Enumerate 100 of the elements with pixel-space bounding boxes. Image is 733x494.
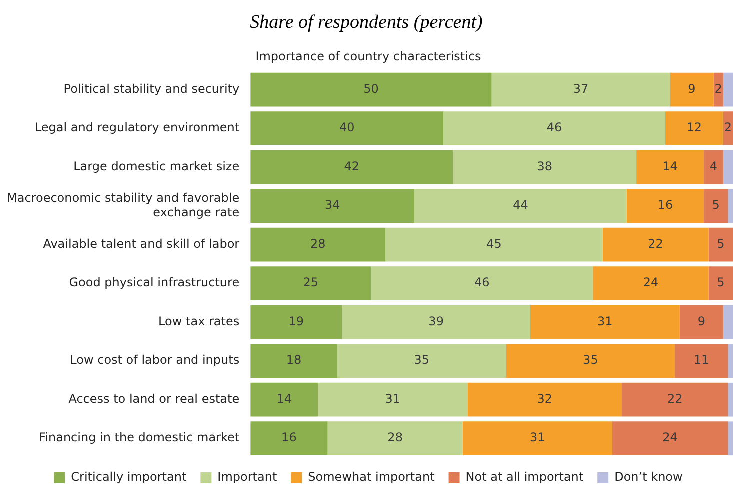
bar bbox=[250, 305, 342, 340]
bar bbox=[602, 228, 709, 262]
data-label: 40 bbox=[339, 120, 355, 135]
data-label: 16 bbox=[282, 430, 297, 445]
y-tick-label: Legal and regulatory environment bbox=[34, 120, 240, 135]
chart-title: Share of respondents (percent) bbox=[249, 11, 484, 35]
bar bbox=[492, 72, 670, 107]
data-label: 31 bbox=[530, 430, 546, 445]
y-tick-label: Political stability and security bbox=[64, 82, 240, 96]
bar bbox=[250, 150, 454, 184]
bar bbox=[622, 382, 728, 417]
bar bbox=[453, 150, 637, 184]
data-label: 50 bbox=[364, 82, 379, 96]
bar bbox=[250, 344, 338, 378]
bar bbox=[636, 150, 704, 184]
data-label: 42 bbox=[344, 159, 360, 174]
bar bbox=[593, 266, 709, 301]
data-label: 24 bbox=[662, 430, 678, 445]
bar bbox=[444, 112, 666, 146]
bar bbox=[250, 112, 444, 146]
bar bbox=[708, 266, 733, 301]
bar bbox=[728, 382, 733, 417]
data-label: 39 bbox=[428, 314, 444, 328]
data-label: 44 bbox=[513, 198, 528, 212]
data-label: 11 bbox=[694, 353, 710, 368]
y-tick-label: Low cost of labor and inputs bbox=[70, 353, 240, 368]
bar bbox=[328, 422, 463, 456]
y-tick-label: Access to land or real estate bbox=[68, 392, 240, 406]
data-label: 34 bbox=[324, 198, 340, 212]
data-label: 46 bbox=[474, 276, 490, 290]
data-label: 2 bbox=[724, 120, 732, 135]
data-label: 5 bbox=[717, 236, 725, 251]
data-label: 14 bbox=[662, 159, 678, 174]
bar bbox=[414, 189, 627, 223]
bar bbox=[680, 305, 724, 340]
data-label: 9 bbox=[688, 82, 696, 96]
bar bbox=[612, 422, 728, 456]
bar bbox=[670, 72, 714, 107]
data-label: 24 bbox=[643, 276, 659, 290]
bar bbox=[250, 422, 328, 456]
y-tick-label: Macroeconomic stability and favorable exchange rate bbox=[6, 190, 240, 220]
y-tick-label: Good physical infrastructure bbox=[69, 276, 240, 290]
data-label: 37 bbox=[573, 82, 589, 96]
bar bbox=[626, 189, 704, 223]
bar bbox=[342, 305, 530, 340]
bar bbox=[250, 72, 492, 107]
y-tick-label: Financing in the domestic market bbox=[39, 430, 240, 445]
data-label: 14 bbox=[276, 392, 292, 406]
legend-label: Somewhat important bbox=[308, 470, 436, 484]
bar bbox=[728, 189, 733, 223]
bar bbox=[723, 112, 733, 146]
bar bbox=[250, 228, 386, 262]
bar bbox=[250, 189, 415, 223]
bar bbox=[665, 112, 724, 146]
data-label: 9 bbox=[698, 314, 706, 328]
data-label: 16 bbox=[658, 198, 674, 212]
data-label: 4 bbox=[710, 159, 718, 174]
legend-label: Important bbox=[218, 470, 278, 484]
bar bbox=[728, 422, 733, 456]
data-label: 31 bbox=[385, 392, 401, 406]
data-label: 5 bbox=[717, 276, 725, 290]
bar bbox=[728, 344, 733, 378]
data-label: 22 bbox=[648, 236, 664, 251]
data-label: 25 bbox=[303, 276, 319, 290]
legend-label: Not at all important bbox=[466, 470, 584, 484]
data-label: 35 bbox=[583, 353, 598, 368]
bar bbox=[462, 422, 612, 456]
data-label: 28 bbox=[310, 236, 326, 251]
legend-label: Critically important bbox=[71, 470, 187, 484]
bar bbox=[530, 305, 680, 340]
chart-subtitle: Importance of country characteristics bbox=[256, 49, 482, 64]
data-label: 12 bbox=[686, 120, 702, 135]
data-label: 35 bbox=[414, 353, 430, 368]
bar bbox=[723, 150, 733, 184]
data-label: 5 bbox=[712, 198, 720, 212]
data-label: 46 bbox=[546, 120, 562, 135]
bar bbox=[337, 344, 506, 378]
bar bbox=[723, 72, 733, 107]
data-label: 2 bbox=[714, 82, 722, 96]
bar bbox=[250, 382, 318, 417]
data-label: 22 bbox=[667, 392, 683, 406]
y-tick-label: Large domestic market size bbox=[74, 159, 240, 174]
bar bbox=[250, 266, 372, 301]
bar bbox=[708, 228, 733, 262]
bar bbox=[714, 72, 724, 107]
bar bbox=[723, 305, 733, 340]
data-label: 19 bbox=[288, 314, 304, 328]
data-label: 31 bbox=[598, 314, 613, 328]
y-tick-label: Low tax rates bbox=[158, 314, 240, 328]
bar bbox=[704, 150, 724, 184]
legend-label: Don’t know bbox=[614, 470, 684, 484]
data-label: 28 bbox=[388, 430, 403, 445]
bar bbox=[506, 344, 676, 378]
bar bbox=[386, 228, 603, 262]
data-label: 32 bbox=[537, 392, 553, 406]
bar bbox=[371, 266, 594, 301]
bar bbox=[675, 344, 728, 378]
bar bbox=[704, 189, 728, 223]
bar bbox=[318, 382, 468, 417]
data-label: 18 bbox=[286, 353, 302, 368]
